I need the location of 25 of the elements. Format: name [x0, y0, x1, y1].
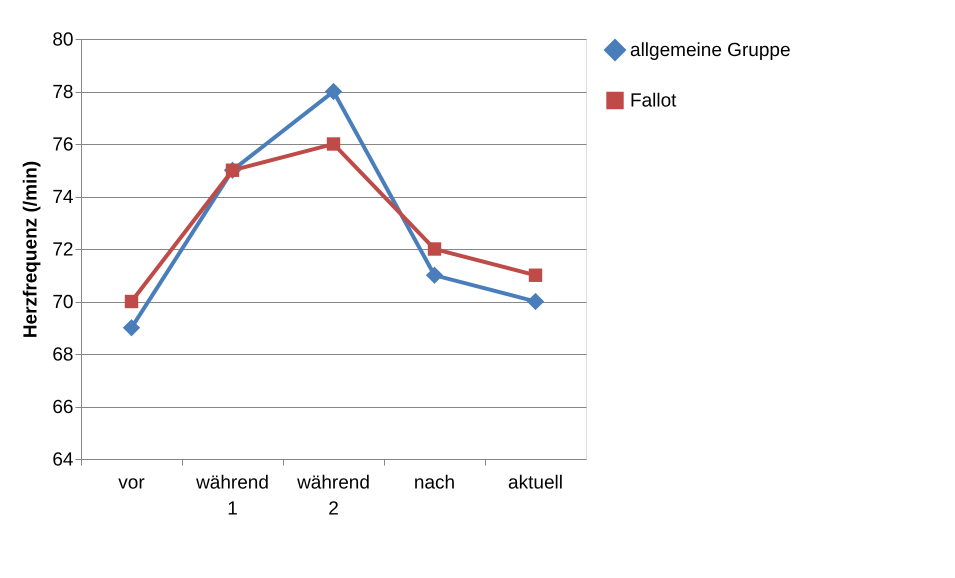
y-tick-label: 70	[52, 292, 74, 313]
x-tick-label: während 1	[195, 472, 269, 520]
legend-label: Fallot	[630, 90, 678, 112]
point	[528, 268, 542, 282]
point	[428, 242, 442, 256]
y-tick-label: 66	[52, 397, 74, 418]
point	[526, 292, 544, 310]
x-tick-label: während 2	[296, 472, 370, 520]
x-tick-label: aktuell	[508, 472, 563, 494]
y-tick-label: 80	[52, 30, 74, 50]
y-axis-title: Herzfrequenz (/min)	[20, 160, 42, 338]
legend-label: allgemeine Gruppe	[630, 40, 791, 61]
point	[324, 82, 342, 100]
point	[124, 294, 138, 308]
point	[326, 137, 340, 151]
y-tick-label: 64	[52, 450, 74, 470]
point	[122, 319, 140, 336]
x-tick-label: vor	[118, 472, 146, 494]
y-tick-label: 76	[52, 134, 74, 156]
point	[426, 266, 444, 284]
y-tick-label: 74	[52, 187, 74, 208]
y-tick-label: 72	[52, 240, 74, 260]
y-tick-label: 78	[52, 82, 74, 103]
x-tick-label: nach	[414, 472, 456, 494]
y-tick-label: 68	[52, 344, 74, 366]
